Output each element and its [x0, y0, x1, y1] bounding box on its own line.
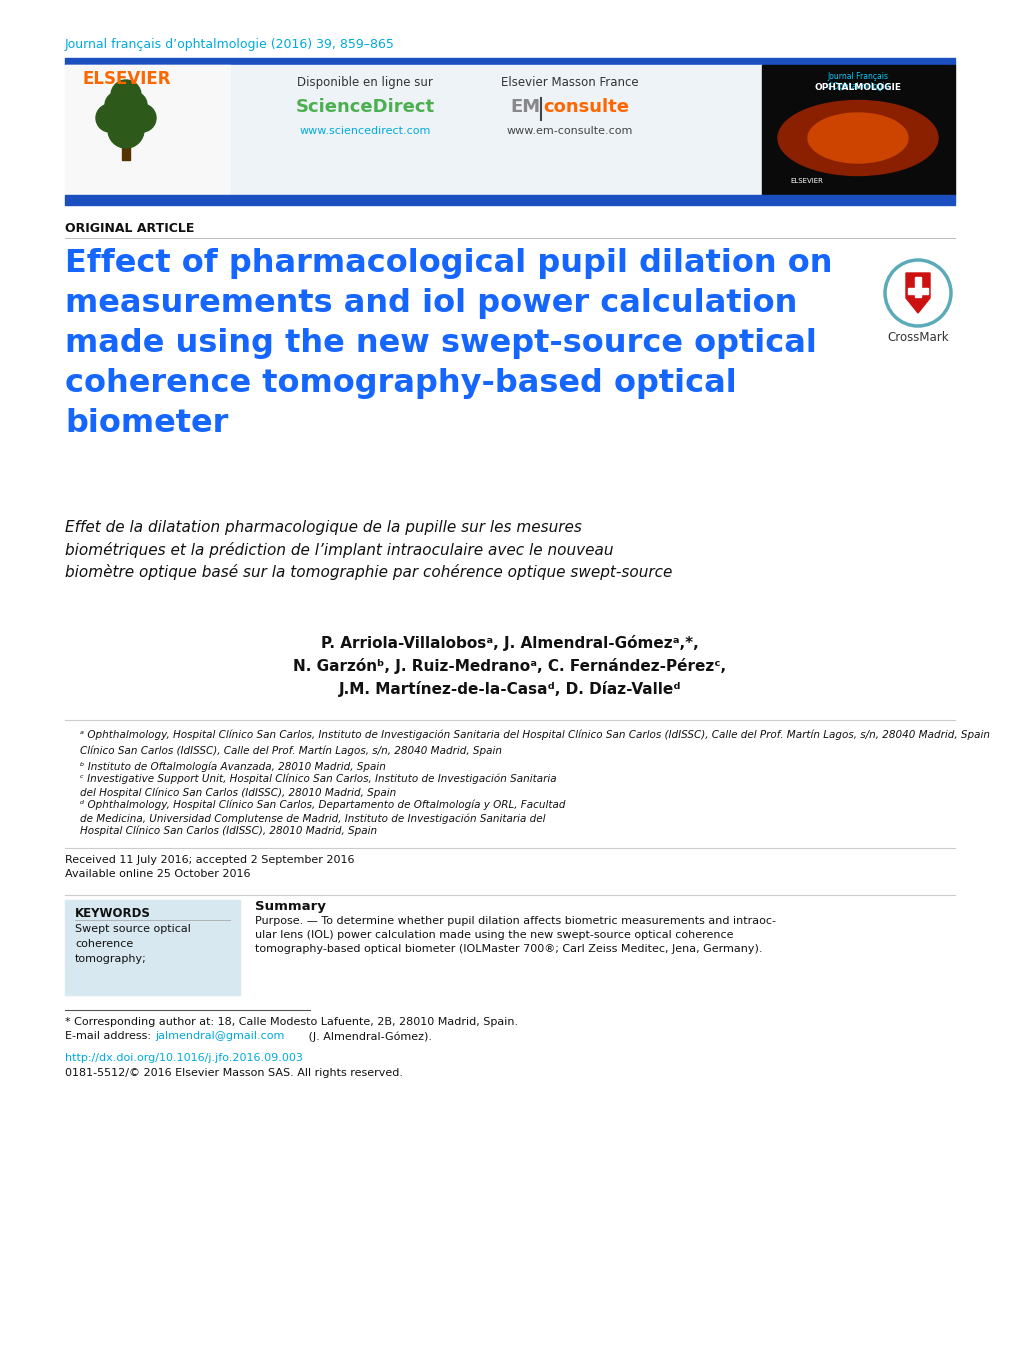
Text: * Corresponding author at: 18, Calle Modesto Lafuente, 2B, 28010 Madrid, Spain.: * Corresponding author at: 18, Calle Mod… — [65, 1017, 518, 1027]
Text: Clínico San Carlos (IdISSC), Calle del Prof. Martín Lagos, s/n, 28040 Madrid, Sp: Clínico San Carlos (IdISSC), Calle del P… — [79, 746, 501, 757]
Bar — [907, 288, 927, 295]
Text: CrossMark: CrossMark — [887, 331, 948, 345]
Text: ᶜ Investigative Support Unit, Hospital Clínico San Carlos, Instituto de Investig: ᶜ Investigative Support Unit, Hospital C… — [79, 774, 556, 785]
Text: ular lens (IOL) power calculation made using the new swept-source optical cohere: ular lens (IOL) power calculation made u… — [255, 929, 733, 940]
Circle shape — [96, 104, 124, 132]
Text: Purpose. — To determine whether pupil dilation affects biometric measurements an: Purpose. — To determine whether pupil di… — [255, 916, 775, 925]
Text: N. Garzónᵇ, J. Ruiz-Medranoᵃ, C. Fernández-Pérezᶜ,: N. Garzónᵇ, J. Ruiz-Medranoᵃ, C. Fernánd… — [293, 658, 726, 674]
Text: Effect of pharmacological pupil dilation on
measurements and iol power calculati: Effect of pharmacological pupil dilation… — [65, 249, 832, 439]
Text: Disponible en ligne sur: Disponible en ligne sur — [297, 76, 432, 89]
Bar — [65, 58, 954, 65]
Text: 0181-5512/© 2016 Elsevier Masson SAS. All rights reserved.: 0181-5512/© 2016 Elsevier Masson SAS. Al… — [65, 1069, 403, 1078]
Text: Summary: Summary — [255, 900, 325, 913]
Text: ᵇ Instituto de Oftalmología Avanzada, 28010 Madrid, Spain: ᵇ Instituto de Oftalmología Avanzada, 28… — [79, 761, 385, 771]
Bar — [65, 900, 239, 994]
Circle shape — [121, 92, 147, 118]
Text: del Hospital Clínico San Carlos (IdISSC), 28010 Madrid, Spain: del Hospital Clínico San Carlos (IdISSC)… — [79, 788, 395, 797]
Text: ORIGINAL ARTICLE: ORIGINAL ARTICLE — [65, 222, 195, 235]
Text: ELSEVIER: ELSEVIER — [790, 178, 822, 184]
Bar — [122, 145, 129, 159]
Text: KEYWORDS: KEYWORDS — [75, 907, 151, 920]
Bar — [761, 65, 954, 195]
Text: Elsevier Masson France: Elsevier Masson France — [500, 76, 638, 89]
Text: www.sciencedirect.com: www.sciencedirect.com — [299, 126, 430, 136]
Text: J.M. Martínez-de-la-Casaᵈ, D. Díaz-Valleᵈ: J.M. Martínez-de-la-Casaᵈ, D. Díaz-Valle… — [338, 681, 681, 697]
Bar — [914, 277, 920, 297]
Text: tomography-based optical biometer (IOLMaster 700®; Carl Zeiss Meditec, Jena, Ger: tomography-based optical biometer (IOLMa… — [255, 944, 762, 954]
Text: Effet de la dilatation pharmacologique de la pupille sur les mesures
biométrique: Effet de la dilatation pharmacologique d… — [65, 520, 672, 580]
Text: ᵈ Ophthalmology, Hospital Clínico San Carlos, Departamento de Oftalmología y ORL: ᵈ Ophthalmology, Hospital Clínico San Ca… — [79, 800, 565, 811]
Text: E-mail address:: E-mail address: — [65, 1031, 154, 1042]
Text: ELSEVIER: ELSEVIER — [83, 70, 171, 88]
Text: www.em-consulte.com: www.em-consulte.com — [506, 126, 633, 136]
Text: EM: EM — [511, 99, 540, 116]
Circle shape — [893, 269, 942, 317]
Bar — [65, 65, 761, 195]
Circle shape — [111, 80, 141, 109]
Ellipse shape — [807, 113, 907, 163]
Text: Journal Français
d'Ophtalmologie: Journal Français d'Ophtalmologie — [825, 72, 889, 92]
Text: consulte: consulte — [542, 99, 629, 116]
Text: jalmendral@gmail.com: jalmendral@gmail.com — [155, 1031, 284, 1042]
Circle shape — [105, 92, 130, 118]
Text: (J. Almendral-Gómez).: (J. Almendral-Gómez). — [305, 1031, 432, 1042]
Bar — [65, 65, 229, 195]
Text: Swept source optical
coherence
tomography;: Swept source optical coherence tomograph… — [75, 924, 191, 963]
Circle shape — [108, 112, 144, 149]
Text: de Medicina, Universidad Complutense de Madrid, Instituto de Investigación Sanit: de Medicina, Universidad Complutense de … — [79, 813, 545, 824]
Polygon shape — [905, 273, 929, 313]
Ellipse shape — [777, 100, 937, 176]
Circle shape — [884, 259, 950, 326]
Text: Available online 25 October 2016: Available online 25 October 2016 — [65, 869, 251, 880]
Text: Journal français d’ophtalmologie (2016) 39, 859–865: Journal français d’ophtalmologie (2016) … — [65, 38, 394, 51]
Circle shape — [127, 104, 156, 132]
Text: Hospital Clínico San Carlos (IdISSC), 28010 Madrid, Spain: Hospital Clínico San Carlos (IdISSC), 28… — [79, 825, 377, 836]
Text: http://dx.doi.org/10.1016/j.jfo.2016.09.003: http://dx.doi.org/10.1016/j.jfo.2016.09.… — [65, 1052, 303, 1063]
Bar — [65, 195, 954, 205]
Text: ᵃ Ophthalmology, Hospital Clínico San Carlos, Instituto de Investigación Sanitar: ᵃ Ophthalmology, Hospital Clínico San Ca… — [79, 730, 989, 740]
Text: P. Arriola-Villalobosᵃ, J. Almendral-Gómezᵃ,*,: P. Arriola-Villalobosᵃ, J. Almendral-Góm… — [321, 635, 698, 651]
Text: ScienceDirect: ScienceDirect — [296, 99, 434, 116]
Text: OPHTALMOLOGIE: OPHTALMOLOGIE — [814, 82, 901, 92]
Text: Received 11 July 2016; accepted 2 September 2016: Received 11 July 2016; accepted 2 Septem… — [65, 855, 355, 865]
